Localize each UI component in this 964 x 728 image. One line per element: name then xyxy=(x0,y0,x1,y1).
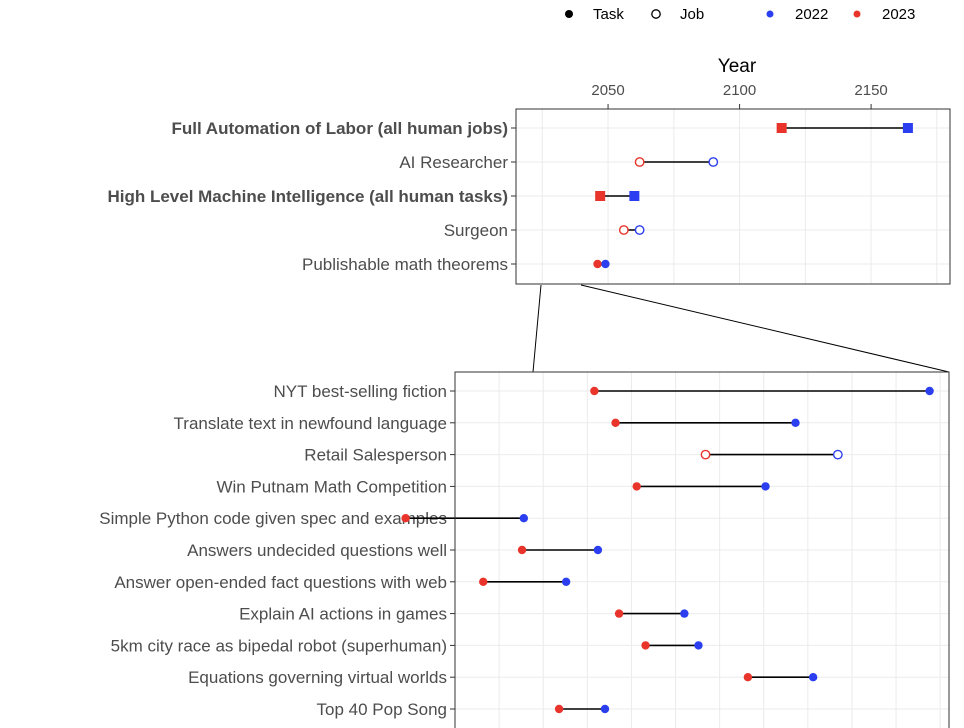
point-2023 xyxy=(641,641,650,650)
point-2022 xyxy=(761,482,770,491)
point-2022 xyxy=(708,157,719,167)
legend-2022-marker xyxy=(766,10,774,18)
y-tick-label: AI Researcher xyxy=(399,153,508,172)
x-tick-label: 2150 xyxy=(854,82,887,99)
point-2022 xyxy=(680,609,689,618)
y-tick-label: 5km city race as bipedal robot (superhum… xyxy=(111,636,447,655)
y-tick-label: Simple Python code given spec and exampl… xyxy=(99,509,447,528)
y-tick-label: Explain AI actions in games xyxy=(239,605,447,624)
point-2023 xyxy=(618,225,629,235)
point-2023 xyxy=(401,514,410,523)
legend-2023-marker xyxy=(853,10,861,18)
y-tick-label: Equations governing virtual worlds xyxy=(188,668,447,687)
y-tick-label: Answer open-ended fact questions with we… xyxy=(114,573,447,592)
zoom-panel-rows: NYT best-selling fiction Translate text i… xyxy=(99,382,934,719)
point-2023 xyxy=(479,577,488,586)
y-tick-label: Win Putnam Math Competition xyxy=(216,477,447,496)
zoom-connector-right xyxy=(580,284,950,373)
point-2023 xyxy=(634,157,645,167)
point-2022 xyxy=(561,577,571,586)
y-tick-label: Retail Salesperson xyxy=(304,446,447,465)
point-2023 xyxy=(776,123,787,133)
top-panel-border xyxy=(515,108,951,285)
point-2022 xyxy=(925,386,934,396)
point-2022 xyxy=(600,704,610,714)
legend-job-label: Job xyxy=(680,6,704,23)
point-2023 xyxy=(700,449,711,460)
point-2022 xyxy=(629,191,640,201)
point-2023 xyxy=(614,609,624,618)
point-2023 xyxy=(517,545,527,555)
legend-2023-label: 2023 xyxy=(882,6,915,23)
point-2023 xyxy=(632,482,641,491)
point-2023 xyxy=(554,704,564,714)
y-tick-label: Publishable math theorems xyxy=(302,255,508,274)
zoom-panel-border xyxy=(454,371,950,728)
y-tick-label: Answers undecided questions well xyxy=(187,541,447,560)
y-tick-label: Top 40 Pop Song xyxy=(317,700,447,719)
legend-job-marker xyxy=(651,9,661,19)
top-panel-grid xyxy=(516,109,950,284)
point-2022 xyxy=(634,225,645,235)
legend-task-marker xyxy=(565,10,573,18)
zoom-connector-left xyxy=(532,284,542,373)
point-2023 xyxy=(593,259,602,269)
top-x-tick-labels: 2050 2100 2150 xyxy=(591,82,888,109)
point-2022 xyxy=(593,545,603,555)
y-tick-label: NYT best-selling fiction xyxy=(273,382,447,401)
point-2022 xyxy=(694,641,703,650)
y-tick-label: Full Automation of Labor (all human jobs… xyxy=(171,119,508,138)
point-2023 xyxy=(595,191,606,201)
point-2023 xyxy=(611,418,620,427)
x-tick-label: 2100 xyxy=(723,82,756,99)
top-panel-rows: Full Automation of Labor (all human jobs… xyxy=(107,119,913,274)
point-2022 xyxy=(519,514,529,523)
point-2023 xyxy=(743,673,753,682)
point-2023 xyxy=(590,386,599,396)
legend-task-label: Task xyxy=(593,6,624,23)
legend-2022-label: 2022 xyxy=(795,6,828,23)
y-tick-label: High Level Machine Intelligence (all hum… xyxy=(107,187,508,206)
y-tick-label: Surgeon xyxy=(444,221,508,240)
point-2022 xyxy=(791,418,800,427)
y-tick-label: Translate text in newfound language xyxy=(174,414,447,433)
point-2022 xyxy=(808,673,818,682)
point-2022 xyxy=(902,123,913,133)
legend: Task Job 2022 2023 xyxy=(565,6,915,23)
x-tick-label: 2050 xyxy=(591,82,624,99)
point-2022 xyxy=(601,259,610,269)
x-axis-title: Year xyxy=(718,56,757,77)
point-2022 xyxy=(832,449,843,460)
